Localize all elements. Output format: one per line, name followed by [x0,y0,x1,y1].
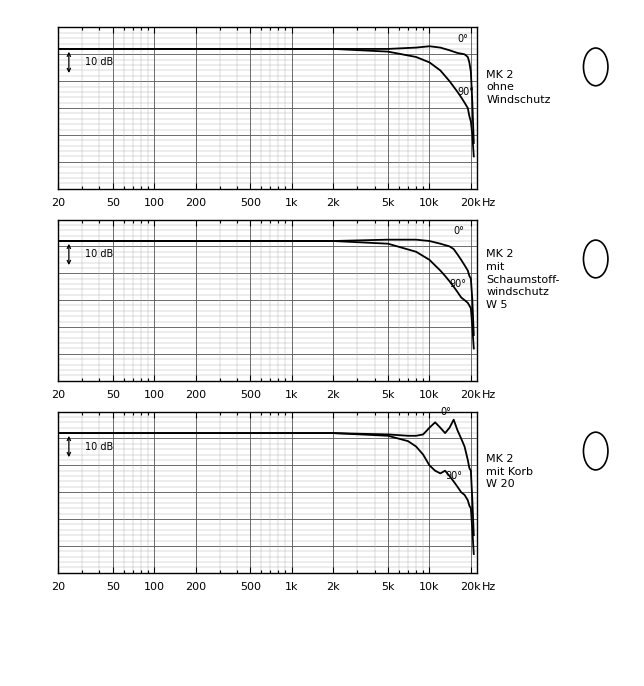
Text: 10 dB: 10 dB [84,442,113,451]
Text: 90°: 90° [457,86,475,97]
Text: 100: 100 [144,198,165,208]
Text: 5k: 5k [381,198,395,208]
Text: 0°: 0° [440,407,451,417]
Text: MK 2
mit
Schaumstoff-
windschutz
W 5: MK 2 mit Schaumstoff- windschutz W 5 [486,249,560,310]
Text: 5k: 5k [381,390,395,400]
Text: 10k: 10k [419,582,440,592]
Text: 0°: 0° [457,34,468,44]
Text: Hz: Hz [482,390,496,400]
Text: 200: 200 [185,582,206,592]
Text: 5k: 5k [381,582,395,592]
Text: 500: 500 [240,582,261,592]
Text: 20: 20 [51,582,65,592]
Text: Hz: Hz [482,198,496,208]
Text: 500: 500 [240,198,261,208]
Text: 100: 100 [144,582,165,592]
Text: 20: 20 [51,198,65,208]
Text: MK 2
ohne
Windschutz: MK 2 ohne Windschutz [486,70,551,105]
Text: 200: 200 [185,390,206,400]
Text: 50: 50 [106,582,120,592]
Text: 10 dB: 10 dB [84,58,113,67]
Text: 0°: 0° [453,226,464,236]
Text: 500: 500 [240,390,261,400]
Text: 90°: 90° [445,471,462,481]
Text: 200: 200 [185,198,206,208]
Text: 2k: 2k [327,198,340,208]
Text: 20k: 20k [460,198,481,208]
Text: 90°: 90° [450,279,466,289]
Text: 20: 20 [51,390,65,400]
Text: 1k: 1k [285,582,299,592]
Text: 10k: 10k [419,198,440,208]
Text: 20k: 20k [460,582,481,592]
Text: 10k: 10k [419,390,440,400]
Text: Hz: Hz [482,582,496,592]
Text: 2k: 2k [327,582,340,592]
Text: 100: 100 [144,390,165,400]
Text: MK 2
mit Korb
W 20: MK 2 mit Korb W 20 [486,454,533,489]
Text: 50: 50 [106,390,120,400]
Text: 20k: 20k [460,390,481,400]
Text: 50: 50 [106,198,120,208]
Text: 1k: 1k [285,390,299,400]
Text: 1k: 1k [285,198,299,208]
Text: 10 dB: 10 dB [84,250,113,259]
Text: 2k: 2k [327,390,340,400]
